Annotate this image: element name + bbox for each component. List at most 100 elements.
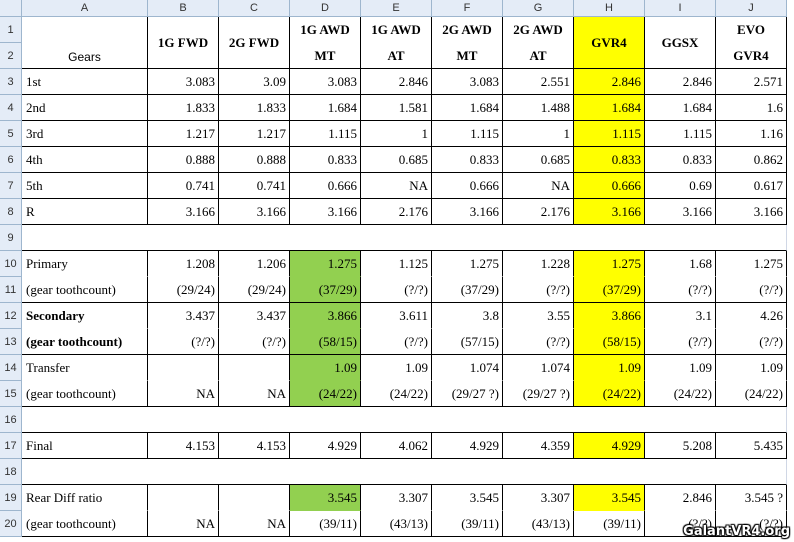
cell-value: (39/11) (290, 511, 361, 537)
cell-value: 3.166 (148, 199, 219, 225)
cell-value: 3.437 (148, 303, 219, 329)
cell-value: (?/?) (361, 329, 432, 355)
cell-value: 2.551 (503, 69, 574, 95)
cell-value: 2.571 (716, 69, 787, 95)
cell-value: (24/22) (290, 381, 361, 407)
cell-value: (37/29) (574, 277, 645, 303)
cell-value: 1.115 (645, 121, 716, 147)
cell-value: 0.888 (219, 147, 290, 173)
cell-value: 0.862 (716, 147, 787, 173)
cell-value: 1.16 (716, 121, 787, 147)
cell-value: 1.488 (503, 95, 574, 121)
cell-value: 2.846 (574, 69, 645, 95)
column-letter: D (290, 0, 361, 17)
cell-value: (29/27 ?) (503, 381, 574, 407)
cell-value: 0.666 (432, 173, 503, 199)
cell-value: 3.1 (645, 303, 716, 329)
cell-value: 0.741 (219, 173, 290, 199)
column-header: 2G AWD MT (432, 17, 503, 69)
cell-value: (?/?) (503, 277, 574, 303)
cell-value: 3.8 (432, 303, 503, 329)
row-number: 3 (0, 69, 22, 95)
cell-value: 3.083 (148, 69, 219, 95)
cell-value: 1.125 (361, 251, 432, 277)
cell-value: 1.6 (716, 95, 787, 121)
cell-value: 1.115 (432, 121, 503, 147)
header-text: GGSX (661, 34, 699, 50)
cell-value: 2.176 (503, 199, 574, 225)
column-header: 1G AWD MT (290, 17, 361, 69)
row-number: 5 (0, 121, 22, 147)
row-number: 13 (0, 329, 22, 355)
cell-value: 0.833 (432, 147, 503, 173)
cell-value: 3.166 (574, 199, 645, 225)
cell-value: NA (503, 173, 574, 199)
cell-value: 3.166 (645, 199, 716, 225)
column-header: GGSX (645, 17, 716, 69)
header-text: AT (387, 47, 405, 63)
column-letter: A (22, 0, 148, 17)
header-text: 1G AWD (300, 21, 350, 37)
cell-value: 3.166 (716, 199, 787, 225)
cell-value: (37/29) (290, 277, 361, 303)
cell-value: (39/11) (574, 511, 645, 537)
corner (0, 0, 22, 17)
cell-value: 3.437 (219, 303, 290, 329)
cell-value: 1 (503, 121, 574, 147)
cell-value: NA (148, 511, 219, 537)
row-number: 8 (0, 199, 22, 225)
cell-value: 1.074 (432, 355, 503, 381)
cell-value: (24/22) (574, 381, 645, 407)
cell-value: 1.68 (645, 251, 716, 277)
cell-value: 3.611 (361, 303, 432, 329)
cell-value: 1.684 (290, 95, 361, 121)
cell-value: 3.09 (219, 69, 290, 95)
column-header: 2G FWD (219, 17, 290, 69)
cell-value: (39/11) (432, 511, 503, 537)
cell-value: 1 (361, 121, 432, 147)
row-label: R (22, 199, 148, 225)
header-text: 2G AWD (442, 21, 492, 37)
cell-value: 3.166 (219, 199, 290, 225)
watermark: GalantVR4.org (683, 524, 790, 539)
row-number: 14 (0, 355, 22, 381)
cell-value: 3.307 (503, 485, 574, 511)
cell-value: 1.228 (503, 251, 574, 277)
cell-value: 4.929 (432, 433, 503, 459)
row-label: 2nd (22, 95, 148, 121)
cell-value: 2.846 (645, 485, 716, 511)
column-header: Gears (22, 17, 148, 69)
cell-value: 1.09 (645, 355, 716, 381)
cell-value: 2.846 (361, 69, 432, 95)
header-text: 2G FWD (228, 34, 280, 50)
cell-value: 1.684 (574, 95, 645, 121)
cell-value: 0.833 (290, 147, 361, 173)
cell-value: 1.684 (645, 95, 716, 121)
cell-value (148, 485, 219, 511)
cell-value: 1.275 (574, 251, 645, 277)
column-letter: H (574, 0, 645, 17)
cell-value: 2.846 (645, 69, 716, 95)
cell-value: 0.69 (645, 173, 716, 199)
row-label: Primary (22, 251, 148, 277)
cell-value: NA (148, 381, 219, 407)
column-letter: C (219, 0, 290, 17)
cell-value: 1.074 (503, 355, 574, 381)
cell-value: 1.115 (290, 121, 361, 147)
cell-value: (?/?) (645, 329, 716, 355)
cell-value: 1.09 (290, 355, 361, 381)
column-letter: F (432, 0, 503, 17)
row-number: 9 (0, 225, 22, 251)
column-letter: G (503, 0, 574, 17)
cell-value: 5.435 (716, 433, 787, 459)
cell-value: (24/22) (716, 381, 787, 407)
column-letter: J (716, 0, 787, 17)
cell-value: 1.208 (148, 251, 219, 277)
header-text: EVO (737, 21, 765, 37)
row-number: 20 (0, 511, 22, 537)
row-number: 18 (0, 459, 22, 485)
header-text: Gears (68, 50, 101, 64)
cell-value: (37/29) (432, 277, 503, 303)
row-label: Secondary (22, 303, 148, 329)
column-header: EVO GVR4 (716, 17, 787, 69)
